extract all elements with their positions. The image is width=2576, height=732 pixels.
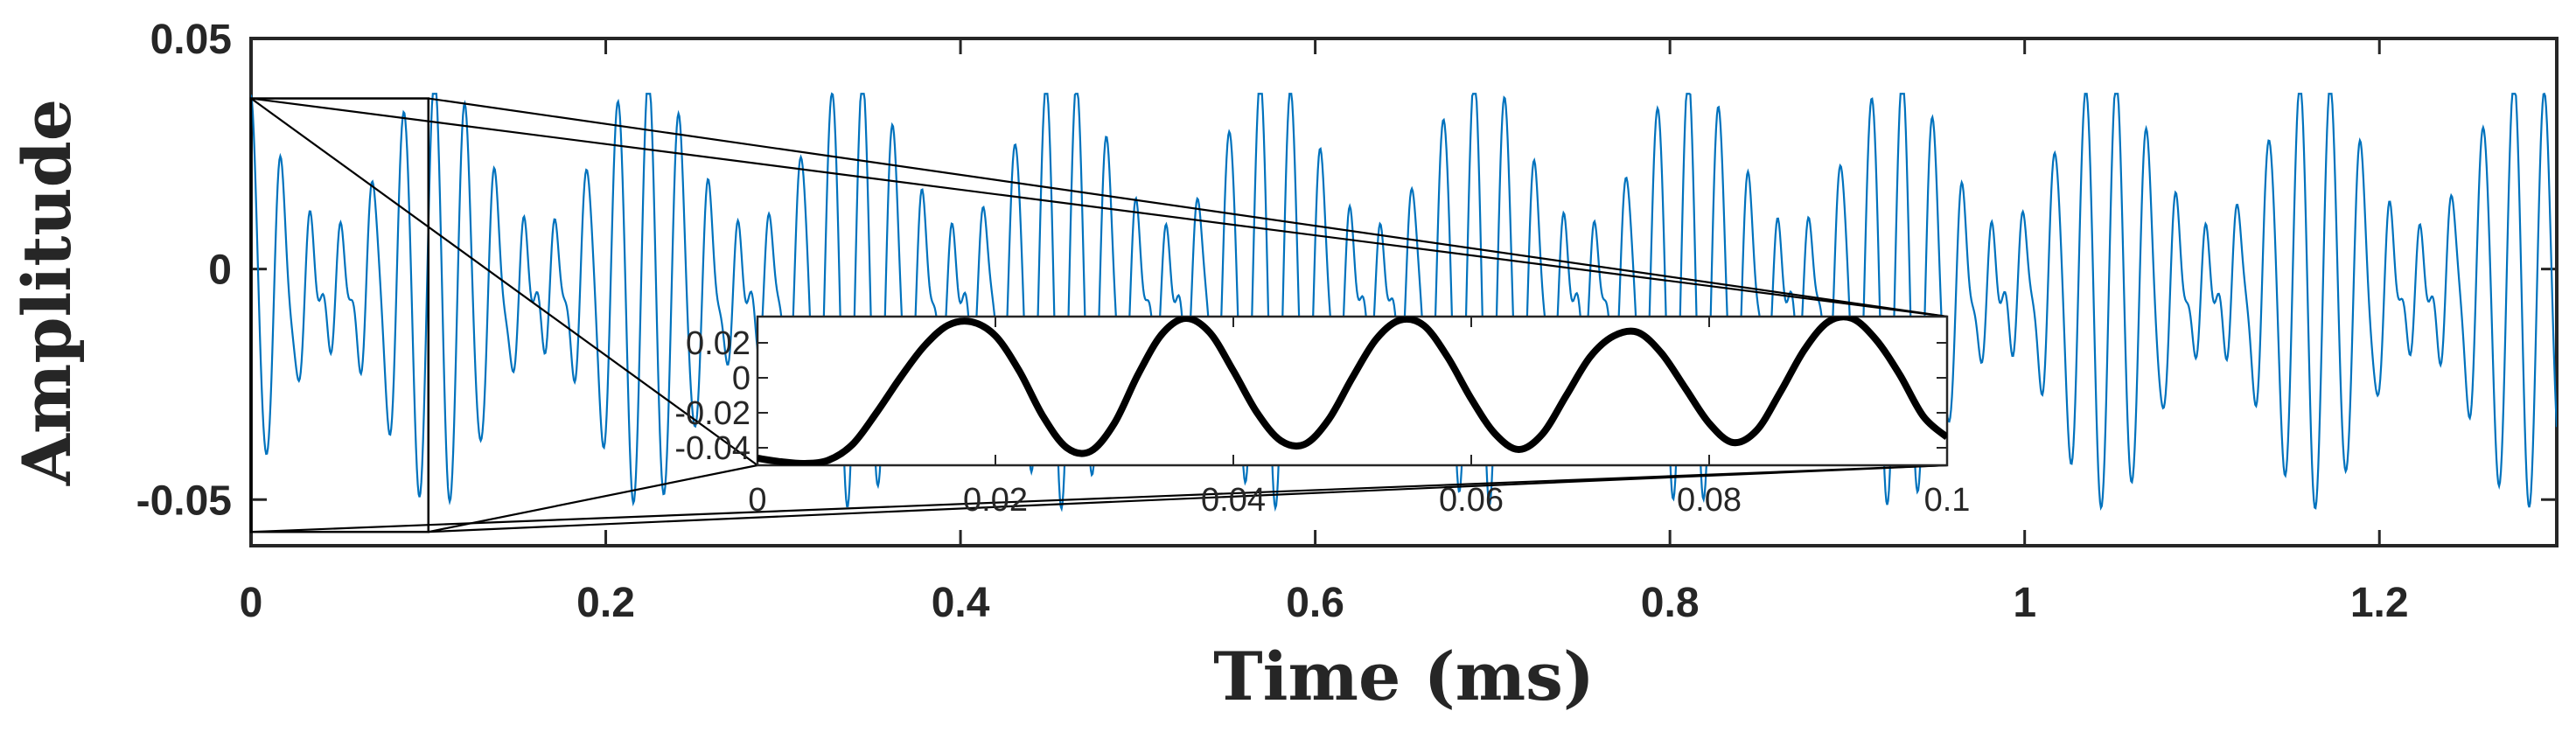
zoom-region-rect xyxy=(249,97,430,533)
main-axes-frame xyxy=(249,37,2559,547)
main-x-tick-label: 1.2 xyxy=(2350,580,2409,626)
main-y-tick-label: 0.05 xyxy=(150,17,232,63)
inset-axes-frame xyxy=(756,315,1949,467)
zoom-connector-line xyxy=(428,97,1948,318)
main-x-tick-label: 1 xyxy=(2013,580,2036,626)
inset-y-tick-label: 0 xyxy=(732,360,750,397)
zoom-connector-line xyxy=(250,97,758,466)
main-x-ticks: 0 0.2 0.4 0.6 0.8 1 1.2 xyxy=(240,38,2409,626)
inset-x-tick-label: 0.06 xyxy=(1439,482,1504,519)
main-x-tick-label: 0.2 xyxy=(576,580,635,626)
zoom-connector-line xyxy=(250,97,1948,318)
inset-y-tick-label: -0.02 xyxy=(674,395,750,432)
main-x-tick-label: 0.4 xyxy=(932,580,990,626)
zoom-connector-lines xyxy=(250,97,1948,533)
main-x-tick-label: 0.6 xyxy=(1286,580,1344,626)
inset-x-tick-label: 0.1 xyxy=(1924,482,1971,519)
main-y-tick-label: -0.05 xyxy=(136,478,232,524)
inset-x-tick-label: 0.02 xyxy=(963,482,1028,519)
inset-signal-line xyxy=(757,317,1947,465)
zoom-connector-line xyxy=(250,464,1948,533)
inset-y-tick-label: -0.04 xyxy=(674,430,750,467)
zoom-connector-line xyxy=(428,464,1948,533)
main-y-tick-label: 0 xyxy=(208,247,232,294)
inset-x-ticks: 0 0.02 0.04 0.06 0.08 0.1 xyxy=(748,317,1970,519)
inset-y-tick-label: 0.02 xyxy=(686,325,750,362)
x-axis-title: Time (ms) xyxy=(1213,638,1595,715)
main-x-tick-label: 0 xyxy=(240,580,263,626)
main-y-ticks: -0.05 0 0.05 xyxy=(136,17,2557,524)
main-x-tick-label: 0.8 xyxy=(1641,580,1700,626)
zoom-connector-line xyxy=(428,464,758,533)
inset-x-tick-label: 0.04 xyxy=(1201,482,1266,519)
y-axis-title: Amplitude xyxy=(8,99,86,486)
inset-x-tick-label: 0 xyxy=(748,482,766,519)
inset-y-ticks: 0.020-0.02-0.04 xyxy=(674,325,1947,467)
inset-x-tick-label: 0.08 xyxy=(1677,482,1742,519)
